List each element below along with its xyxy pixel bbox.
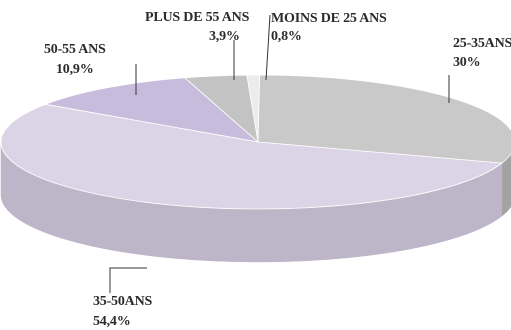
slice-value-3: 10,9% (56, 62, 94, 77)
slice-value-0: 0,8% (271, 29, 302, 44)
slice-value-2: 54,4% (93, 314, 131, 329)
leader-line-0 (265, 14, 271, 81)
slice-label-0: MOINS DE 25 ANS (271, 11, 387, 26)
pie-slice-1 (257, 74, 511, 164)
pie-tops (0, 74, 511, 210)
leader-line-2 (109, 267, 147, 293)
pie-slice-3 (44, 77, 260, 143)
slice-label-4: PLUS DE 55 ANS (145, 10, 250, 25)
slice-label-1: 25-35ANS (453, 36, 511, 51)
slice-label-2: 35-50ANS (93, 294, 152, 309)
pie-slice-2 (0, 103, 503, 210)
slice-value-4: 3,9% (209, 29, 240, 44)
pie-labels: MOINS DE 25 ANS 0,8% 25-35ANS 30% 35-50ANS 54… (44, 10, 511, 329)
slice-label-3: 50-55 ANS (44, 42, 106, 57)
pie-slice-4 (183, 74, 259, 144)
pie-sides (0, 141, 511, 263)
slice-value-1: 30% (453, 55, 480, 70)
